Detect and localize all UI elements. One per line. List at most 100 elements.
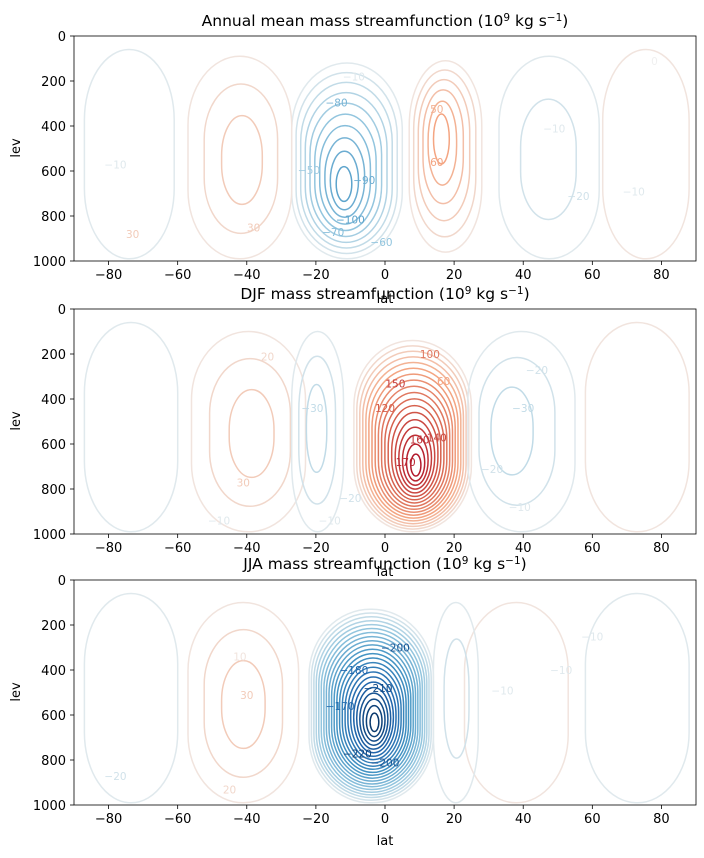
contour-label: 20 <box>261 351 274 363</box>
contour-line <box>325 635 419 785</box>
contour-line <box>498 55 600 260</box>
y-tick-label: 800 <box>41 210 66 225</box>
contour-line <box>203 628 284 779</box>
y-tick-label: 1000 <box>33 528 66 543</box>
x-tick-label: 40 <box>515 268 532 283</box>
contour-label: 0 <box>651 56 658 68</box>
contour-line <box>369 712 380 733</box>
contour-line <box>405 443 426 482</box>
x-axis: −80 −60 −40 −20 0 20 40 60 80 <box>95 534 670 556</box>
y-tick-label: 1000 <box>33 799 66 814</box>
contour-label: 30 <box>237 477 250 489</box>
y-tick-label: 600 <box>41 438 66 453</box>
y-tick-label: 1000 <box>33 255 66 270</box>
x-tick-label: 80 <box>653 268 670 283</box>
contour-line <box>478 356 556 506</box>
chart-title: JJA mass streamfunction (109 kg s−1) <box>242 555 526 573</box>
contour-line <box>220 659 266 750</box>
contour-line <box>390 411 439 498</box>
x-tick-label: 80 <box>653 812 670 827</box>
contour-label: −20 <box>104 771 126 783</box>
x-tick-label: 40 <box>515 541 532 556</box>
contour-label: 30 <box>247 222 260 234</box>
contour-label: 60 <box>437 376 450 388</box>
contour-label: 100 <box>420 349 440 361</box>
x-tick-label: 0 <box>381 268 389 283</box>
contour-label: −20 <box>567 191 589 203</box>
contour-label: −180 <box>339 665 368 677</box>
y-tick-label: 0 <box>58 574 66 589</box>
x-tick-label: −40 <box>233 812 260 827</box>
contour-line <box>519 98 577 221</box>
contour-line <box>412 69 477 238</box>
contour-line <box>432 601 480 804</box>
contour-label: −210 <box>364 683 393 695</box>
contour-label: 120 <box>375 403 395 415</box>
contour-field <box>83 321 690 533</box>
contour-line <box>359 350 467 528</box>
contour-line <box>299 81 393 249</box>
contour-field <box>83 592 690 804</box>
x-axis: −80 −60 −40 −20 0 20 40 60 80 <box>95 261 670 283</box>
contour-line <box>384 398 445 504</box>
contour-line <box>187 601 300 804</box>
y-tick-label: 200 <box>41 348 66 363</box>
y-axis-label: lev <box>9 411 24 431</box>
contour-label: −10 <box>623 186 645 198</box>
y-tick-label: 400 <box>41 664 66 679</box>
contour-line <box>329 150 360 211</box>
contour-label: −30 <box>301 403 323 415</box>
contour-label: −10 <box>208 516 230 528</box>
contour-line <box>394 418 436 494</box>
contour-label: 160 <box>410 435 430 447</box>
contour-line <box>295 71 398 255</box>
contour-line <box>220 114 264 206</box>
y-tick-label: 200 <box>41 75 66 90</box>
x-tick-label: −80 <box>95 268 122 283</box>
x-tick-label: 20 <box>446 812 463 827</box>
x-tick-label: −80 <box>95 541 122 556</box>
contour-line <box>323 631 421 788</box>
contour-label: −20 <box>339 493 361 505</box>
x-axis-label: lat <box>377 834 394 849</box>
contour-line <box>432 113 451 165</box>
contour-line <box>490 386 534 476</box>
contour-label: −10 <box>509 502 531 514</box>
contour-line <box>333 648 412 777</box>
x-tick-label: −40 <box>233 541 260 556</box>
contour-label: −10 <box>491 685 513 697</box>
contour-line <box>463 601 569 804</box>
panel-jja: JJA mass streamfunction (109 kg s−1) −20… <box>9 555 697 849</box>
contour-line <box>380 391 448 507</box>
contour-labels: −200−180−170−210−220−200103020−20−10−10−… <box>104 631 603 796</box>
contour-line <box>309 102 383 238</box>
contour-line <box>355 686 392 750</box>
y-axis: 0 200 400 600 800 1000 <box>33 303 74 543</box>
contour-line <box>427 100 458 186</box>
contour-line <box>320 627 424 791</box>
contour-line <box>304 91 388 244</box>
x-tick-label: −60 <box>164 812 191 827</box>
y-axis: 0 200 400 600 800 1000 <box>33 30 74 270</box>
y-tick-label: 600 <box>41 165 66 180</box>
x-tick-label: −20 <box>302 812 329 827</box>
contour-line <box>377 385 451 511</box>
contour-line <box>417 78 471 222</box>
x-tick-label: 60 <box>584 812 601 827</box>
contour-line <box>83 48 175 260</box>
contour-label: −90 <box>353 175 375 187</box>
x-tick-label: 60 <box>584 541 601 556</box>
contour-label: −220 <box>343 748 372 760</box>
y-tick-label: 800 <box>41 754 66 769</box>
contour-label: −10 <box>319 516 341 528</box>
contour-label: −80 <box>326 97 348 109</box>
contour-label: −10 <box>543 123 565 135</box>
contour-line <box>408 60 483 253</box>
contour-line <box>328 639 417 782</box>
x-tick-label: 40 <box>515 812 532 827</box>
panel-djf: DJF mass streamfunction (109 kg s−1) 150… <box>9 285 697 580</box>
contour-line <box>584 321 690 533</box>
contour-label: 10 <box>233 652 246 664</box>
contour-line <box>336 652 410 774</box>
y-tick-label: 600 <box>41 709 66 724</box>
